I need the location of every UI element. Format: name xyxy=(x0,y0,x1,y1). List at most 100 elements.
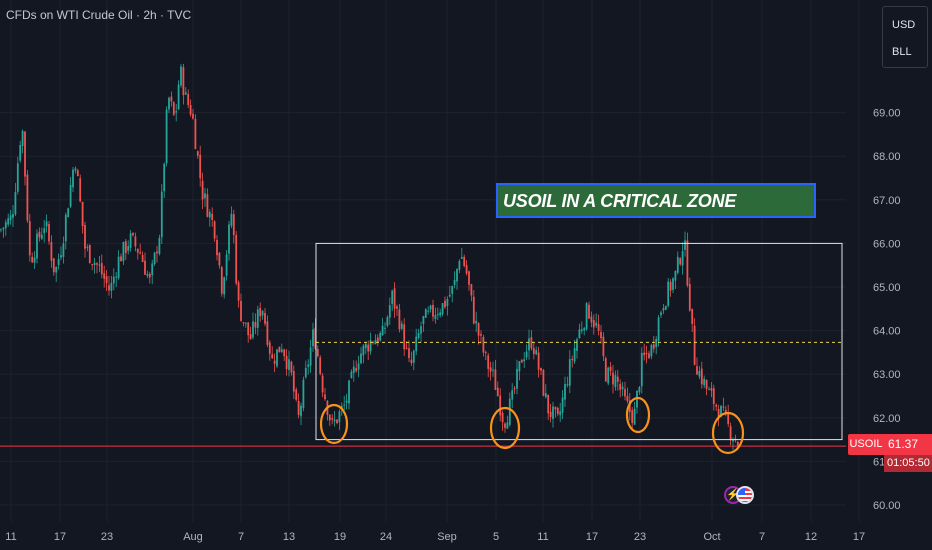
candle-body xyxy=(69,184,72,207)
candle-body xyxy=(333,419,336,422)
x-tick-label: 12 xyxy=(805,531,817,543)
candle-body xyxy=(213,221,216,239)
x-tick-label: Oct xyxy=(703,531,720,543)
candle-body xyxy=(705,379,708,389)
candle-body xyxy=(266,321,269,345)
candle-body xyxy=(465,265,468,274)
low-highlight-circle xyxy=(489,406,521,450)
x-tick-label: 11 xyxy=(5,531,16,543)
candle-body xyxy=(292,371,295,392)
candle-body xyxy=(672,278,674,290)
candle-body xyxy=(168,97,170,110)
candle-body xyxy=(244,322,247,324)
candle-body xyxy=(602,336,605,357)
candle-body xyxy=(158,237,161,254)
candle-body xyxy=(172,102,175,115)
candle-body xyxy=(410,359,413,363)
x-tick-label: 7 xyxy=(759,531,765,543)
last-price-tag: USOIL 61.37 01:05:50 xyxy=(848,434,932,474)
candle-body xyxy=(571,358,574,360)
candle-body xyxy=(472,296,475,324)
candle-body xyxy=(96,263,98,265)
candle-body xyxy=(2,227,5,230)
candle-body xyxy=(427,310,430,312)
candle-body xyxy=(648,353,650,359)
candle-body xyxy=(153,252,156,264)
currency-unit-selector[interactable]: USD BLL xyxy=(882,6,928,68)
y-tick-label: 63.00 xyxy=(873,369,901,381)
candle-body xyxy=(403,324,406,350)
candle-body xyxy=(124,241,127,253)
candle-body xyxy=(50,242,53,261)
bar-countdown: 01:05:50 xyxy=(884,455,932,472)
candle-body xyxy=(180,66,182,86)
candle-body xyxy=(352,366,355,373)
candle-body xyxy=(686,240,689,286)
candle-body xyxy=(376,337,379,343)
candle-body xyxy=(518,361,521,372)
candle-body xyxy=(561,397,564,413)
y-tick-label: 69.00 xyxy=(873,108,901,120)
candle-body xyxy=(360,353,362,364)
candle-body xyxy=(324,394,326,400)
candle-body xyxy=(412,350,415,363)
candle-body xyxy=(626,396,629,402)
candle-body xyxy=(391,290,394,305)
candle-body xyxy=(12,214,14,218)
candle-body xyxy=(523,359,526,362)
candle-body xyxy=(597,324,600,331)
candle-body xyxy=(578,329,581,339)
candle-body xyxy=(74,168,77,171)
candle-body xyxy=(684,240,686,250)
candle-body xyxy=(40,234,43,239)
candle-body xyxy=(547,394,550,414)
annotation-banner[interactable]: USOIL IN A CRITICAL ZONE xyxy=(496,183,816,218)
x-tick-label: 17 xyxy=(853,531,865,543)
us-flag-event-icon[interactable] xyxy=(736,486,754,504)
candle-body xyxy=(525,351,528,358)
candle-body xyxy=(345,400,348,403)
candle-body xyxy=(703,378,706,386)
candle-body xyxy=(388,305,391,318)
candle-body xyxy=(165,109,168,164)
candle-body xyxy=(559,411,562,416)
candle-body xyxy=(614,375,617,388)
candle-body xyxy=(444,300,446,308)
candle-body xyxy=(638,387,641,393)
candle-body xyxy=(254,322,257,328)
x-tick-label: 23 xyxy=(101,531,113,543)
candle-body xyxy=(398,309,401,330)
candle-body xyxy=(439,312,442,316)
candle-body xyxy=(108,285,110,291)
candle-body xyxy=(604,358,607,382)
event-markers[interactable]: ⚡ xyxy=(724,486,754,506)
candle-body xyxy=(607,367,610,384)
candle-body xyxy=(691,308,694,325)
candle-body xyxy=(453,279,456,285)
candle-body xyxy=(343,404,346,406)
candle-body xyxy=(477,323,480,336)
candle-body xyxy=(264,313,266,324)
unit-label: BLL xyxy=(892,46,912,58)
candle-body xyxy=(381,325,384,336)
x-tick-label: 24 xyxy=(380,531,392,543)
candle-body xyxy=(21,130,24,146)
candle-body xyxy=(624,389,626,397)
candle-body xyxy=(76,170,79,177)
symbol-label: USOIL xyxy=(848,434,884,455)
candle-body xyxy=(235,235,238,284)
candle-body xyxy=(736,441,739,446)
candle-body xyxy=(374,339,377,345)
candle-body xyxy=(297,400,300,416)
candle-body xyxy=(204,193,206,199)
candle-body xyxy=(184,92,187,95)
candle-body xyxy=(554,406,557,410)
candle-body xyxy=(667,281,670,306)
candle-body xyxy=(355,368,358,372)
candle-body xyxy=(415,336,418,352)
candle-body xyxy=(348,380,350,404)
candle-body xyxy=(88,244,91,264)
candle-body xyxy=(496,387,499,396)
candle-body xyxy=(33,257,36,263)
